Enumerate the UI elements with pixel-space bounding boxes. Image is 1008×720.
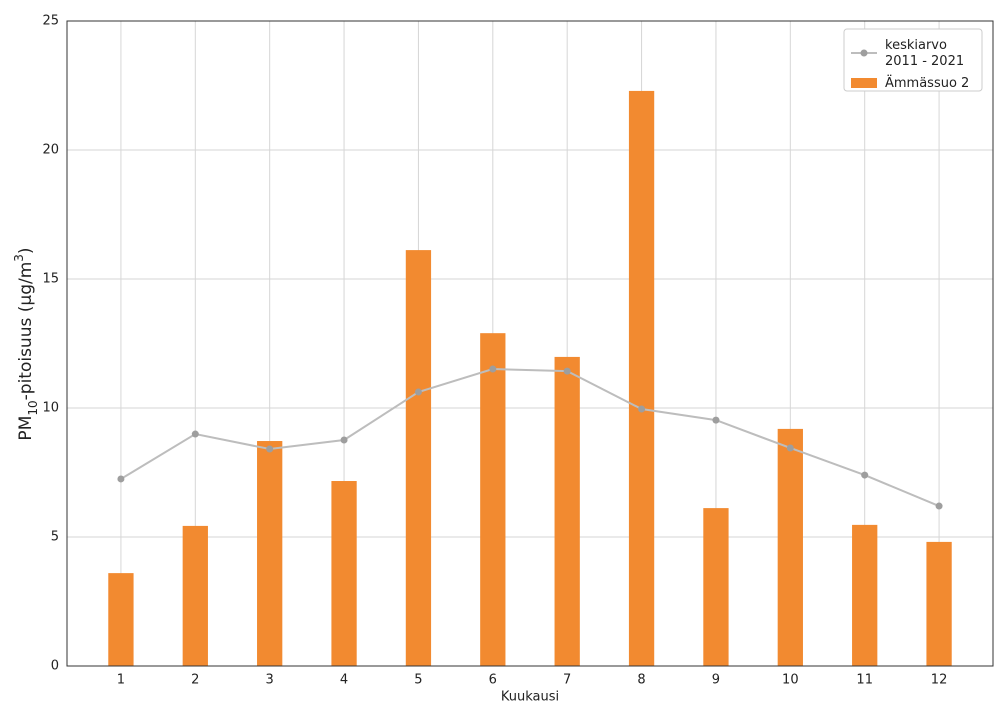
- marker: [563, 367, 571, 375]
- marker: [266, 445, 274, 453]
- legend-swatch: [851, 78, 877, 88]
- y-tick-label: 25: [42, 14, 59, 29]
- legend-label-line: 2011 - 2021: [885, 54, 964, 69]
- marker: [414, 388, 422, 396]
- y-label-part: 3: [12, 254, 26, 262]
- marker: [935, 502, 943, 510]
- x-tick-label: 2: [191, 673, 199, 688]
- bar: [852, 524, 878, 666]
- legend-label-line: Ämmässuo 2: [885, 75, 969, 91]
- bar: [628, 90, 655, 667]
- marker: [712, 416, 720, 424]
- y-label-part: ): [16, 247, 36, 254]
- legend-marker: [860, 49, 868, 57]
- x-tick-label: 12: [931, 673, 948, 688]
- y-tick-label: 0: [51, 659, 59, 674]
- x-tick-label: 1: [117, 673, 125, 688]
- marker: [786, 444, 794, 452]
- legend-label: Ämmässuo 2: [885, 75, 969, 91]
- x-axis-label: Kuukausi: [501, 690, 559, 705]
- plot-frame: [66, 20, 994, 667]
- bar: [777, 428, 803, 666]
- legend-label: keskiarvo 2011 - 2021: [885, 38, 964, 69]
- bar: [926, 541, 952, 666]
- bar: [108, 573, 134, 666]
- x-tick-label: 3: [266, 673, 274, 688]
- x-tick-label: 7: [563, 673, 571, 688]
- bar: [331, 481, 357, 666]
- line: [120, 368, 940, 507]
- marker: [340, 436, 348, 444]
- y-label-part: PM: [16, 416, 36, 441]
- bar: [405, 250, 432, 666]
- bar: [554, 356, 580, 666]
- legend-box: [843, 28, 983, 92]
- y-tick-label: 10: [42, 401, 59, 416]
- x-tick-label: 11: [856, 673, 873, 688]
- x-tick-label: 9: [712, 673, 720, 688]
- y-axis-label: PM10-pitoisuus (µg/m3): [12, 247, 40, 440]
- y-tick-label: 15: [42, 272, 59, 287]
- x-tick-label: 8: [637, 673, 645, 688]
- bar: [703, 508, 729, 666]
- y-tick-label: 20: [42, 143, 59, 158]
- legend-label-line: keskiarvo: [885, 38, 947, 53]
- x-tick-label: 6: [489, 673, 497, 688]
- bar: [182, 525, 208, 666]
- y-tick-label: 5: [51, 530, 59, 545]
- marker: [489, 365, 497, 373]
- marker: [117, 475, 125, 483]
- marker: [191, 430, 199, 438]
- marker: [638, 405, 646, 413]
- marker: [861, 471, 869, 479]
- bar: [257, 441, 283, 666]
- x-tick-label: 10: [782, 673, 799, 688]
- x-tick-label: 4: [340, 673, 348, 688]
- bar: [480, 333, 506, 666]
- y-label-part: -pitoisuus (µg/m: [16, 262, 36, 401]
- x-tick-label: 5: [414, 673, 422, 688]
- y-label-part: 10: [26, 400, 40, 415]
